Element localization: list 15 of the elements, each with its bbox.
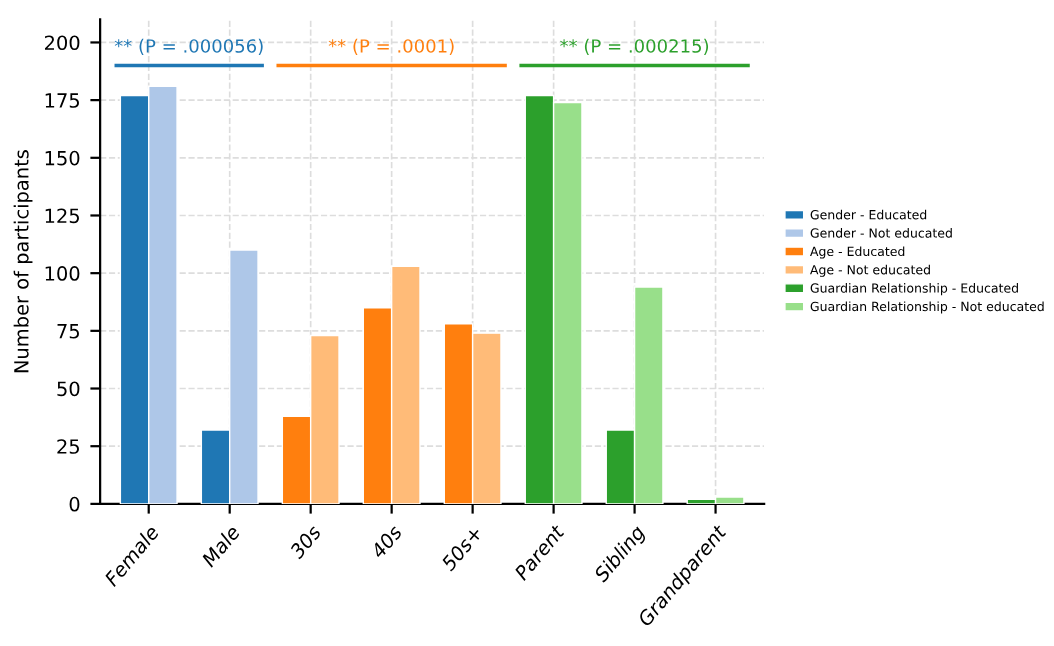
y-tick-label: 125 [45, 208, 79, 224]
x-tick-label: 40s [369, 523, 403, 560]
annotation: ** (P = .000215) [560, 38, 709, 55]
y-tick-label: 100 [45, 266, 80, 281]
y-tick-label: 0 [69, 496, 80, 512]
y-tick-label: 25 [57, 439, 79, 454]
y-tick-label: 50 [57, 381, 80, 397]
y-tick-label: 175 [45, 93, 79, 108]
y-tick-label: 200 [45, 35, 80, 51]
y-axis-title: Number of participants [13, 150, 33, 373]
y-tick-label: 75 [57, 324, 79, 339]
annotation: ** (P = .0001) [328, 38, 454, 55]
y-tick-label: 150 [45, 150, 80, 166]
x-tick-label: 30s [288, 523, 322, 560]
annotation: ** (P = .000056) [114, 38, 263, 55]
